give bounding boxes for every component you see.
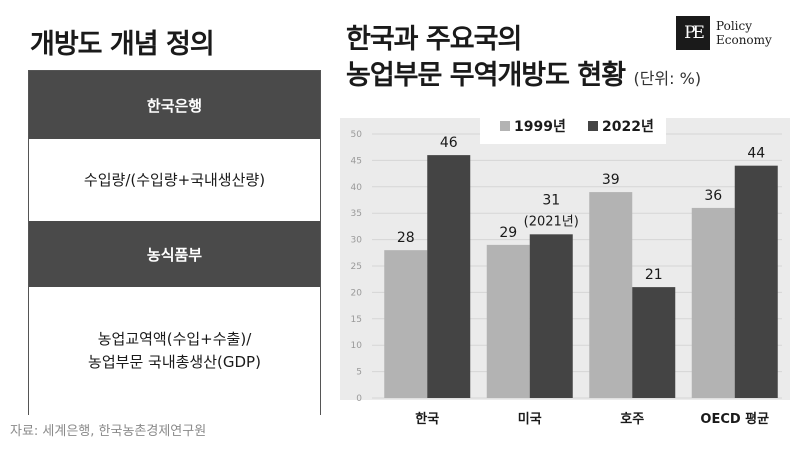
- unit-label: (단위: %): [633, 69, 702, 88]
- y-tick-label: 5: [356, 368, 362, 378]
- logo-text: Policy Economy: [716, 19, 772, 47]
- y-tick-label: 30: [351, 236, 363, 246]
- chart-title-line-2-text: 농업부문 무역개방도 현황: [346, 60, 626, 91]
- data-label: 29: [499, 225, 517, 241]
- y-tick-label: 50: [351, 130, 363, 140]
- bar: [691, 207, 735, 398]
- y-tick-label: 15: [351, 315, 362, 325]
- definition-formula-bok: 수입량/(수입량+국내생산량): [29, 139, 320, 221]
- logo-line-2: Economy: [716, 33, 772, 47]
- definition-header-mafra: 농식품부: [29, 221, 320, 287]
- chart-title-line-2: 농업부문 무역개방도 현황 (단위: %): [346, 58, 701, 97]
- legend-label: 2022년: [602, 119, 654, 135]
- data-label: 44: [747, 146, 765, 162]
- logo-line-1: Policy: [716, 19, 752, 33]
- bar: [427, 155, 471, 398]
- data-label: 36: [704, 188, 722, 204]
- bar: [486, 244, 530, 398]
- chart-title-line-1: 한국과 주요국의: [346, 24, 522, 55]
- definition-table: 한국은행 수입량/(수입량+국내생산량) 농식품부 농업교역액(수입+수출)/ …: [28, 70, 321, 415]
- formula-line: 농업부문 국내총생산(GDP): [88, 353, 261, 371]
- y-tick-label: 45: [351, 156, 362, 166]
- annotation-label: (2021년): [524, 214, 579, 229]
- source-note: 자료: 세계은행, 한국농촌경제연구원: [10, 424, 207, 439]
- y-tick-label: 35: [351, 209, 362, 219]
- x-category-label: 미국: [518, 411, 542, 427]
- chart-title: 한국과 주요국의 농업부문 무역개방도 현황 (단위: %): [346, 22, 701, 97]
- data-label: 39: [602, 172, 620, 188]
- logo-mark-icon: PE: [676, 16, 710, 50]
- data-label: 31: [542, 192, 560, 208]
- data-label: 28: [397, 230, 415, 246]
- bar: [529, 234, 573, 398]
- bar: [589, 192, 633, 398]
- definition-formula-mafra: 농업교역액(수입+수출)/ 농업부문 국내총생산(GDP): [29, 287, 320, 415]
- formula-line: 농업교역액(수입+수출)/: [97, 330, 252, 348]
- x-category-label: OECD 평균: [700, 411, 769, 427]
- data-label: 21: [645, 267, 663, 283]
- x-category-label: 호주: [620, 412, 644, 427]
- data-label: 46: [440, 135, 458, 151]
- y-tick-label: 20: [351, 288, 363, 298]
- legend-box: [480, 110, 666, 144]
- y-tick-label: 25: [351, 262, 362, 272]
- bar: [384, 250, 428, 398]
- y-tick-label: 0: [356, 394, 362, 404]
- legend-label: 1999년: [514, 119, 566, 135]
- legend-swatch: [500, 121, 510, 131]
- x-category-label: 한국: [415, 411, 439, 427]
- y-tick-label: 10: [351, 341, 363, 351]
- brand-logo: PE Policy Economy: [676, 16, 772, 50]
- legend-swatch: [588, 121, 598, 131]
- formula-line: 수입량/(수입량+국내생산량): [83, 170, 266, 189]
- bar: [734, 165, 778, 398]
- left-title: 개방도 개념 정의: [30, 29, 215, 60]
- bar: [632, 287, 676, 398]
- y-tick-label: 40: [351, 183, 363, 193]
- definition-header-bok: 한국은행: [29, 71, 320, 139]
